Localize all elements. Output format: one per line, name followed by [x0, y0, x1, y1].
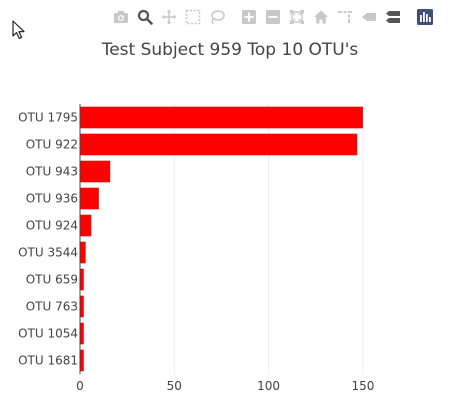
zoom-out-icon — [266, 10, 280, 24]
autoscale-icon — [289, 9, 305, 25]
y-tick-label: OTU 1795 — [18, 111, 78, 125]
zoom-in-button[interactable] — [240, 8, 258, 26]
y-tick-label: OTU 936 — [26, 192, 78, 206]
x-tick-label: 150 — [351, 379, 374, 393]
y-tick-label: OTU 3544 — [18, 246, 78, 260]
bar[interactable] — [80, 133, 358, 156]
axes: 0 50 100 150 OTU 1795 OTU 922 OTU 943 OTU 936 OT… — [18, 104, 374, 393]
bar[interactable] — [80, 349, 84, 372]
bars — [80, 106, 363, 372]
download-png-button[interactable] — [112, 8, 130, 26]
bar[interactable] — [80, 187, 99, 210]
home-icon — [314, 10, 328, 24]
hover-compare-icon — [386, 11, 400, 23]
zoom-out-button[interactable] — [264, 8, 282, 26]
y-tick-label: OTU 922 — [26, 138, 78, 152]
hover-closest-icon — [362, 13, 376, 21]
autoscale-button[interactable] — [288, 8, 306, 26]
zoom-in-icon — [242, 10, 256, 24]
lasso-select-icon — [211, 10, 225, 25]
camera-icon — [114, 11, 128, 23]
x-tick-label: 50 — [167, 379, 182, 393]
bar[interactable] — [80, 322, 84, 345]
y-tick-label: OTU 924 — [26, 219, 78, 233]
spike-lines-icon — [338, 11, 352, 23]
y-tick-label: OTU 763 — [26, 300, 78, 314]
box-select-icon — [185, 9, 201, 25]
bar[interactable] — [80, 268, 84, 291]
mouse-cursor-icon — [12, 20, 25, 39]
zoom-icon — [137, 9, 153, 25]
y-tick-label: OTU 1681 — [18, 354, 78, 368]
chart-title: Test Subject 959 Top 10 OTU's — [101, 40, 359, 60]
bar[interactable] — [80, 295, 84, 318]
reset-axes-button[interactable] — [312, 8, 330, 26]
plotly-logo-icon — [417, 9, 433, 25]
box-select-button[interactable] — [184, 8, 202, 26]
plotly-modebar — [112, 8, 440, 26]
bar[interactable] — [80, 214, 92, 237]
bar[interactable] — [80, 160, 111, 183]
x-tick-label: 100 — [257, 379, 280, 393]
bar[interactable] — [80, 106, 363, 129]
plotly-logo-link[interactable] — [416, 8, 434, 26]
zoom-button[interactable] — [136, 8, 154, 26]
pan-button[interactable] — [160, 8, 178, 26]
bar[interactable] — [80, 241, 86, 264]
x-tick-label: 0 — [76, 379, 84, 393]
pan-icon — [161, 9, 177, 25]
lasso-select-button[interactable] — [208, 8, 226, 26]
y-tick-label: OTU 943 — [26, 165, 78, 179]
hover-compare-button[interactable] — [384, 8, 402, 26]
spike-lines-button[interactable] — [336, 8, 354, 26]
y-tick-label: OTU 659 — [26, 273, 78, 287]
hover-closest-button[interactable] — [360, 8, 378, 26]
y-tick-label: OTU 1054 — [18, 327, 78, 341]
